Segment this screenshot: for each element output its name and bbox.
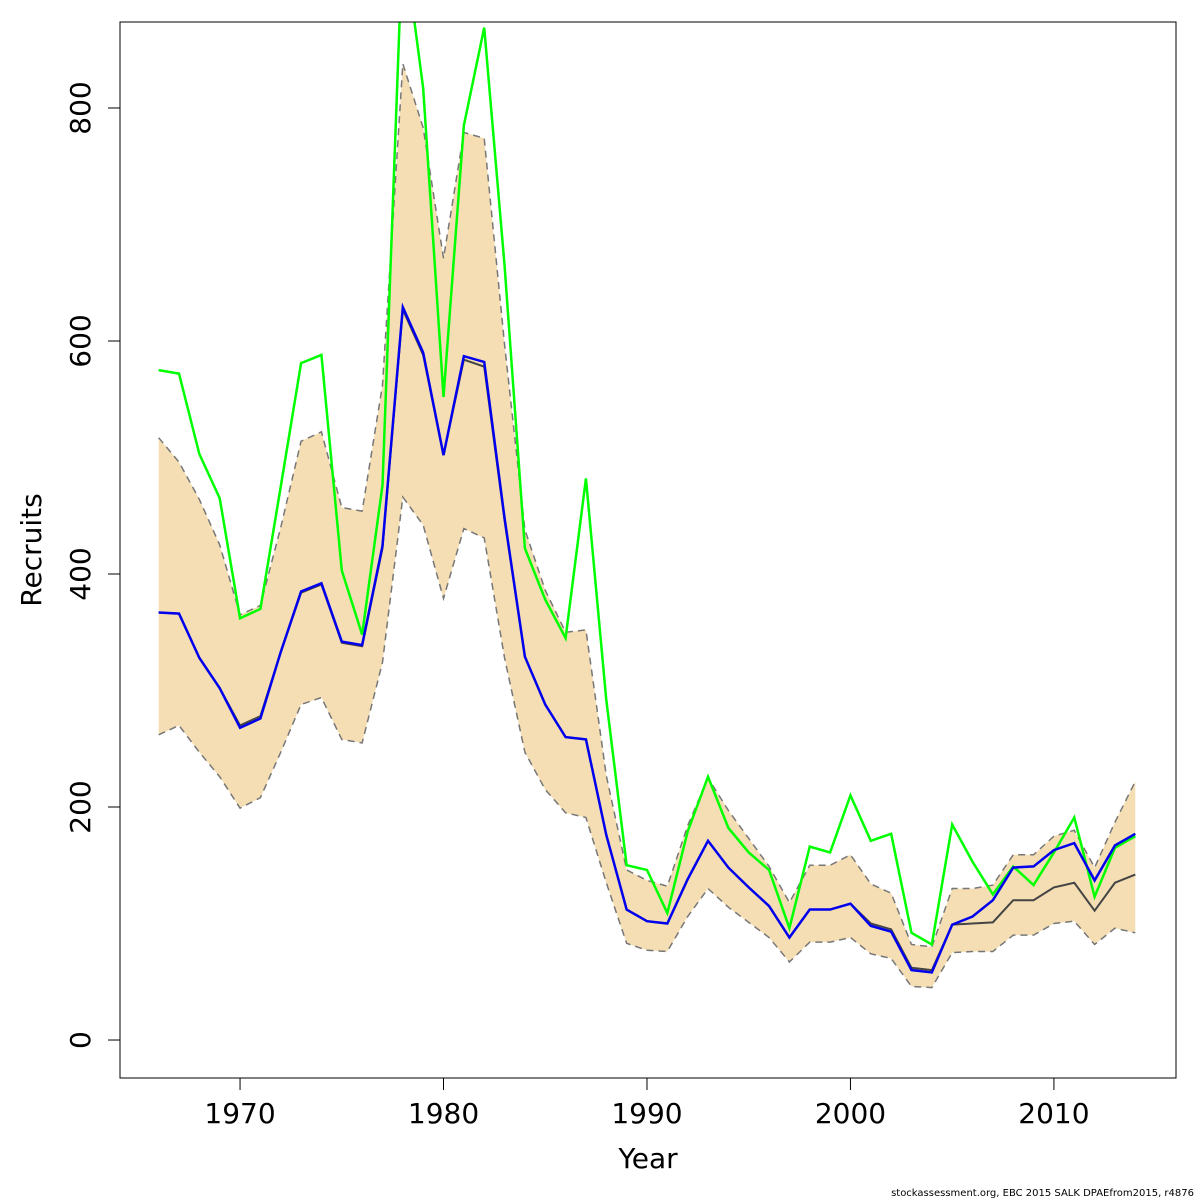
footer: stockassessment.org, EBC 2015 SALK DPAEf… [891, 1188, 1194, 1199]
x-tick-label: 1980 [408, 1097, 479, 1130]
y-tick-label: 400 [64, 547, 97, 600]
x-tick-label: 1970 [204, 1097, 275, 1130]
series-line [158, 302, 1136, 974]
x-tick-label: 1990 [611, 1097, 682, 1130]
x-tick-label: 2000 [815, 1097, 886, 1130]
band-edge [158, 63, 1136, 948]
x-tick-label: 2010 [1018, 1097, 1089, 1130]
band-edge [158, 495, 1136, 989]
series-line [158, 22, 1136, 947]
y-tick-label: 200 [64, 780, 97, 833]
x-axis-label: Year [617, 1142, 678, 1175]
confidence-band [158, 63, 1136, 988]
y-tick-label: 600 [64, 314, 97, 367]
plot-frame [119, 21, 1177, 1079]
y-tick-label: 0 [64, 1031, 97, 1049]
plot-area [158, 22, 1136, 989]
y-axis-label: Recruits [15, 493, 48, 606]
y-tick-label: 800 [64, 81, 97, 134]
